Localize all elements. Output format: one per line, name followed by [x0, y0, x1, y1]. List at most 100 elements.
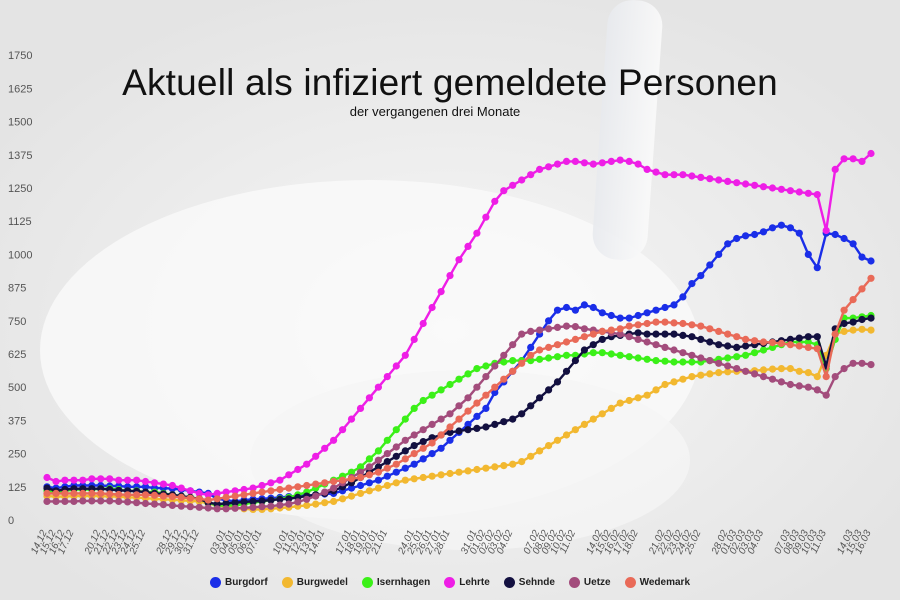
data-point	[491, 463, 499, 471]
data-point	[213, 495, 221, 503]
data-point	[392, 426, 400, 434]
data-point	[553, 378, 562, 386]
y-tick-label: 250	[8, 449, 26, 461]
data-point	[867, 361, 875, 369]
data-point	[97, 489, 105, 497]
data-point	[330, 497, 338, 505]
data-point	[562, 431, 571, 439]
data-point	[258, 488, 266, 496]
data-point	[473, 399, 481, 407]
data-point	[652, 318, 660, 326]
data-point	[553, 323, 562, 331]
data-point	[339, 495, 347, 503]
data-point	[473, 383, 481, 391]
data-point	[231, 499, 239, 507]
data-point	[643, 319, 651, 328]
data-point	[571, 357, 580, 365]
data-point	[679, 349, 687, 357]
data-point	[392, 460, 400, 468]
data-point	[61, 489, 69, 497]
data-point	[536, 355, 544, 363]
data-point	[751, 337, 759, 345]
series-isernhagen	[43, 311, 875, 509]
data-point	[410, 404, 418, 412]
data-point	[70, 489, 78, 497]
data-point	[339, 426, 347, 434]
data-point	[795, 188, 803, 196]
data-point	[616, 399, 624, 407]
data-point	[374, 476, 382, 484]
data-point	[204, 504, 212, 512]
data-point	[347, 484, 356, 492]
data-point	[625, 157, 633, 165]
data-point	[240, 491, 248, 499]
series-uetze	[43, 322, 875, 513]
y-tick-label: 625	[8, 349, 26, 361]
data-point	[464, 420, 472, 428]
data-point	[124, 498, 132, 506]
data-point	[509, 415, 517, 423]
legend-marker	[624, 577, 636, 588]
data-point	[150, 491, 159, 499]
data-point	[312, 480, 320, 488]
data-point	[356, 468, 365, 476]
data-point	[688, 280, 696, 288]
data-point	[276, 501, 284, 509]
data-point	[715, 327, 723, 335]
data-point	[786, 341, 795, 349]
y-tick-label: 0	[8, 515, 14, 527]
data-point	[786, 365, 795, 373]
legend-label: Burgwedel	[296, 577, 348, 588]
data-point	[858, 253, 866, 261]
data-point	[159, 501, 167, 509]
data-point	[858, 285, 866, 293]
data-point	[751, 181, 759, 189]
data-point	[849, 326, 857, 334]
data-point	[133, 491, 141, 499]
data-point	[177, 502, 185, 510]
data-point	[428, 420, 436, 428]
data-point	[356, 463, 365, 471]
data-point	[410, 475, 418, 483]
data-point	[589, 349, 597, 357]
data-point	[777, 378, 786, 386]
data-point	[249, 489, 257, 497]
legend-label: Wedemark	[639, 577, 691, 588]
data-point	[455, 468, 463, 476]
y-tick-label: 1500	[8, 117, 32, 129]
data-point	[365, 479, 373, 487]
data-point	[527, 357, 535, 365]
data-point	[482, 213, 490, 221]
data-point	[759, 338, 768, 346]
data-point	[661, 303, 669, 312]
data-point	[347, 475, 356, 483]
data-point	[661, 171, 669, 179]
data-point	[804, 338, 812, 346]
data-point	[473, 465, 481, 474]
data-point	[562, 351, 571, 359]
data-point	[616, 330, 624, 338]
data-point	[97, 497, 105, 505]
data-point	[419, 473, 427, 482]
data-point	[276, 485, 284, 494]
data-point	[115, 497, 123, 505]
data-point	[410, 450, 418, 458]
series-line	[46, 152, 872, 496]
y-tick-label: 125	[8, 482, 26, 494]
data-point	[500, 418, 508, 426]
data-point	[652, 341, 660, 349]
data-point	[679, 375, 687, 383]
data-point	[240, 485, 248, 494]
data-point	[500, 358, 508, 366]
data-point	[706, 357, 714, 365]
data-point	[446, 380, 454, 389]
data-point	[545, 163, 553, 171]
data-point	[455, 415, 463, 423]
data-point	[688, 333, 696, 341]
data-point	[679, 358, 687, 366]
data-point	[374, 456, 382, 464]
data-point	[786, 335, 795, 343]
data-point	[124, 491, 132, 499]
data-point	[724, 362, 732, 370]
